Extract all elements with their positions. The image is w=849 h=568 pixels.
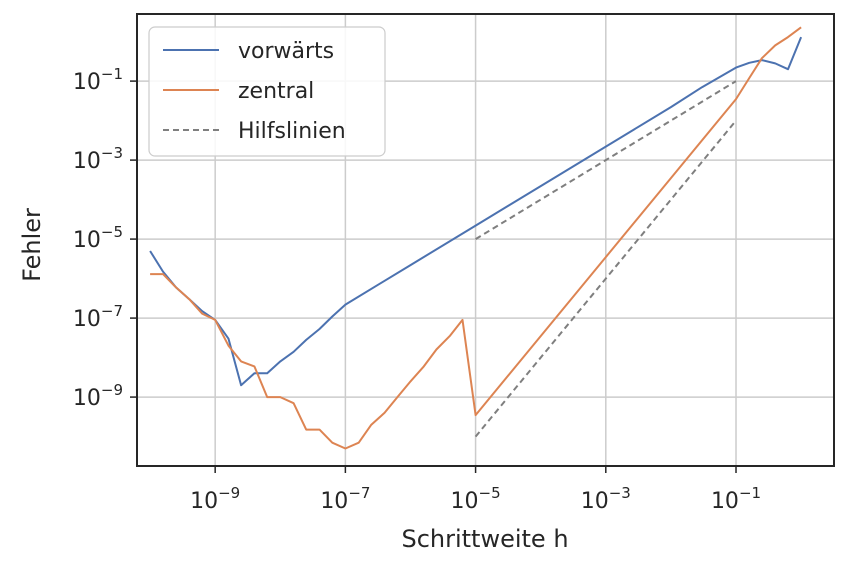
x-tick-label: 10−3 <box>581 484 631 514</box>
plot-series <box>149 26 803 450</box>
axes-frame <box>136 13 835 467</box>
x-tick-label: 10−1 <box>711 484 761 514</box>
legend-label-vorwaerts: vorwärts <box>238 39 334 64</box>
axis-ticks: 10−9 10−7 10−5 10−3 10−1 10−9 10−7 10−5 10−3 10−1 <box>73 65 761 514</box>
legend-label-zentral: zentral <box>238 79 314 104</box>
y-axis-title: Fehler <box>18 208 46 282</box>
x-tick-label: 10−9 <box>190 484 240 514</box>
y-tick-label: 10−5 <box>73 223 123 253</box>
legend-box <box>148 26 386 157</box>
series-line-zentral <box>150 26 802 450</box>
legend-label-hilfslinien: Hilfslinien <box>238 119 346 144</box>
x-axis-title: Schrittweite h <box>401 525 568 553</box>
guide-line-hilfslinien <box>475 80 737 240</box>
x-tick-label: 10−5 <box>451 484 501 514</box>
y-tick-label: 10−7 <box>73 302 123 332</box>
series-line-vorwaerts <box>149 36 803 387</box>
y-tick-label: 10−1 <box>73 65 123 95</box>
legend: vorwärts zentral Hilfslinien <box>148 26 386 157</box>
x-tick-label: 10−7 <box>320 484 370 514</box>
guide-line-hilfslinien <box>474 119 737 438</box>
y-tick-label: 10−3 <box>73 144 123 174</box>
y-tick-label: 10−9 <box>73 381 123 411</box>
